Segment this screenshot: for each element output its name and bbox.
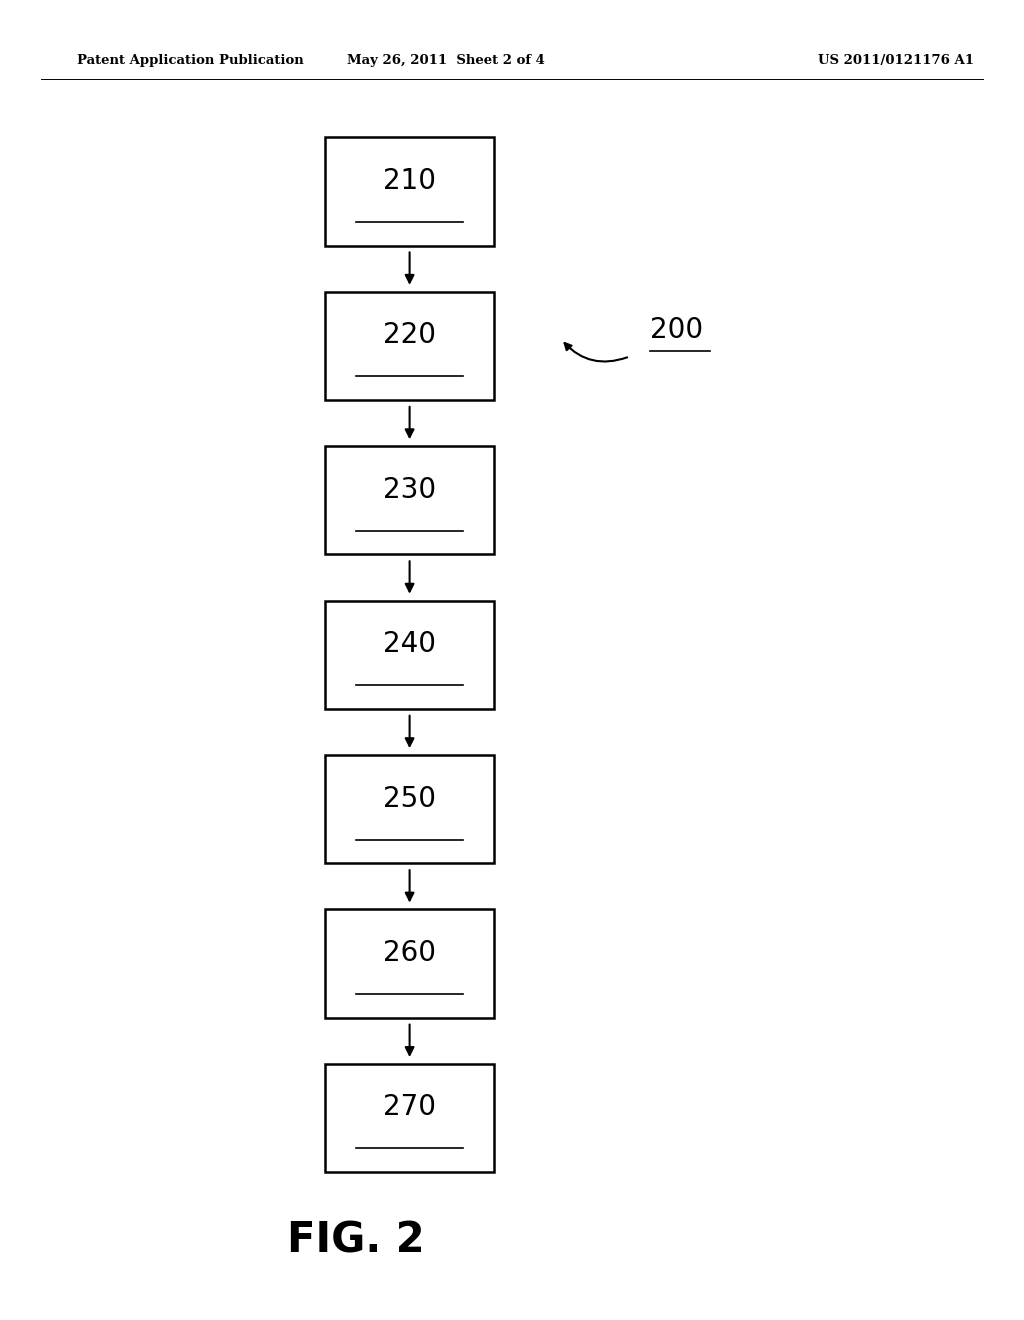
Bar (326, 292, 495, 400)
Text: 210: 210 (383, 166, 436, 195)
Bar (326, 755, 495, 863)
Text: 230: 230 (383, 475, 436, 504)
Bar (326, 137, 495, 246)
Text: May 26, 2011  Sheet 2 of 4: May 26, 2011 Sheet 2 of 4 (346, 54, 545, 67)
Bar (326, 601, 495, 709)
Text: 240: 240 (383, 630, 436, 659)
Text: 220: 220 (383, 321, 436, 350)
Text: FIG. 2: FIG. 2 (287, 1220, 424, 1262)
Text: Patent Application Publication: Patent Application Publication (77, 54, 303, 67)
Bar (326, 1064, 495, 1172)
Text: 270: 270 (383, 1093, 436, 1122)
Text: 260: 260 (383, 939, 436, 968)
Text: 200: 200 (650, 315, 703, 345)
Text: US 2011/0121176 A1: US 2011/0121176 A1 (818, 54, 974, 67)
Bar (326, 446, 495, 554)
Bar (326, 909, 495, 1018)
Text: 250: 250 (383, 784, 436, 813)
